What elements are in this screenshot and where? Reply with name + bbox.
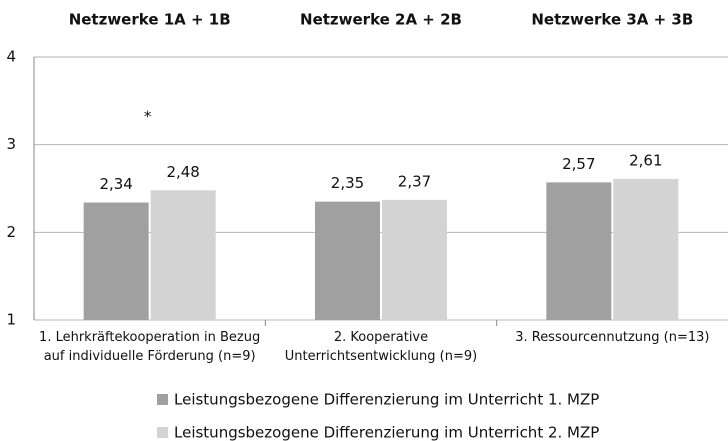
data-label: 2,37 [398,172,431,190]
legend-swatch [157,427,168,438]
y-tick-label: 4 [6,48,16,66]
y-tick-label: 2 [6,223,16,241]
group-title: Netzwerke 3A + 3B [531,11,693,29]
data-label: 2,35 [331,174,364,192]
group-title: Netzwerke 1A + 1B [69,11,231,29]
bar [315,201,380,320]
y-tick-label: 3 [6,135,16,153]
data-label: 2,61 [629,151,662,169]
y-tick-label: 1 [6,311,16,329]
x-tick-label: 1. Lehrkräftekooperation in Bezug auf in… [39,330,261,364]
bar [382,199,447,320]
legend-label: Leistungsbezogene Differenzierung im Unt… [174,424,599,441]
legend-label: Leistungsbezogene Differenzierung im Unt… [174,391,599,409]
data-label: 2,48 [166,163,199,181]
legend-swatch [157,394,168,405]
bar [83,202,149,320]
bar [613,178,679,320]
data-label: 2,57 [562,155,595,173]
annotation: * [144,108,152,126]
bar [150,190,216,320]
x-tick-label: 3. Ressourcennutzung (n=13) [515,330,710,345]
group-title: Netzwerke 2A + 2B [300,11,462,29]
data-label: 2,34 [99,175,132,193]
x-tick-label: 2. Kooperative Unterrichtsentwicklung (n… [284,330,478,364]
bar [546,182,612,320]
